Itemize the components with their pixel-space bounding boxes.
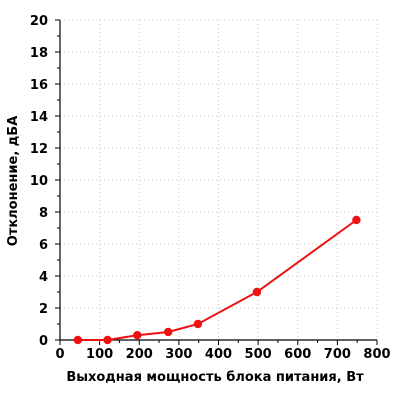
data-point bbox=[193, 319, 203, 329]
y-tick-label: 4 bbox=[39, 270, 48, 285]
y-tick-label: 6 bbox=[39, 238, 48, 253]
y-tick-label: 12 bbox=[30, 142, 48, 157]
data-point bbox=[252, 287, 262, 297]
data-point bbox=[163, 327, 173, 337]
y-tick-label: 10 bbox=[30, 174, 48, 189]
series bbox=[73, 215, 361, 345]
y-tick-label: 14 bbox=[30, 110, 48, 125]
y-tick-label: 8 bbox=[39, 206, 48, 221]
x-tick-label: 0 bbox=[55, 347, 64, 362]
x-tick-label: 800 bbox=[363, 347, 390, 362]
grid bbox=[60, 19, 378, 340]
data-point bbox=[352, 215, 361, 225]
y-tick-label: 18 bbox=[30, 46, 48, 61]
data-point bbox=[103, 335, 112, 345]
y-axis-title: Отклонение, дБА bbox=[6, 116, 21, 247]
data-point bbox=[133, 331, 142, 340]
y-tick-label: 16 bbox=[30, 78, 48, 93]
x-tick-label: 200 bbox=[126, 347, 153, 362]
x-tick-label: 500 bbox=[245, 347, 272, 362]
axes: 0 100 200 300 400 500 600 700 800 0 2 4 6 8 10 12 14 16 18… bbox=[30, 14, 391, 362]
x-tick-label: 100 bbox=[86, 347, 113, 362]
y-tick-label: 0 bbox=[39, 334, 48, 349]
x-tick-label: 700 bbox=[324, 347, 351, 362]
x-tick-label: 400 bbox=[205, 347, 232, 362]
data-point bbox=[73, 335, 83, 345]
x-axis-title: Выходная мощность блока питания, Вт bbox=[66, 370, 364, 385]
x-tick-label: 600 bbox=[284, 347, 311, 362]
y-tick-label: 2 bbox=[39, 302, 48, 317]
x-tick-label: 300 bbox=[165, 347, 192, 362]
series-line bbox=[77, 219, 357, 341]
y-tick-label: 20 bbox=[30, 14, 48, 29]
